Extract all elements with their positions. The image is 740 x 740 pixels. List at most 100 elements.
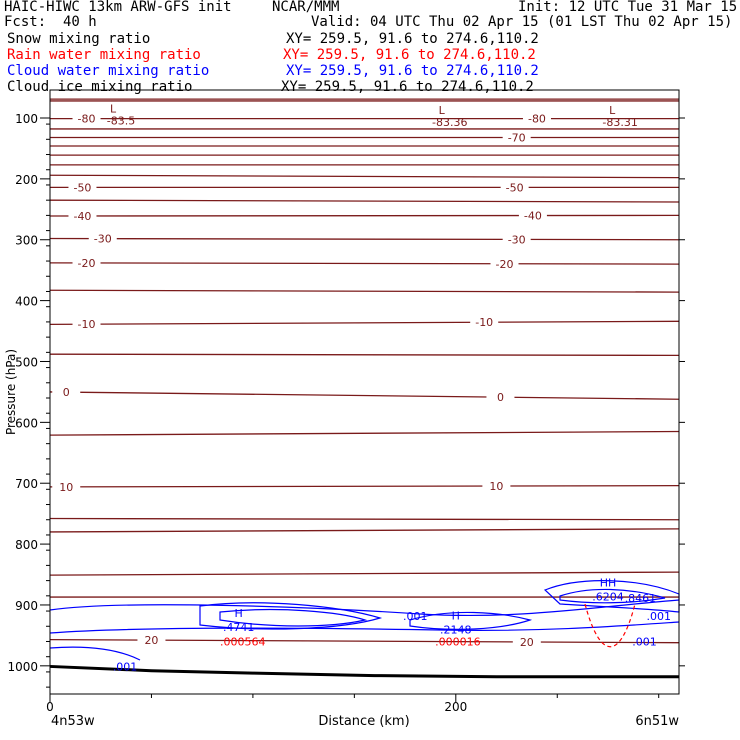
x-tick-label: 0 [46,700,54,714]
cloud-water-contour-label: .001 [113,660,138,673]
cloud-water-max-symbol: H [235,607,243,620]
y-tick-label: 1000 [7,660,38,674]
isotherm-label: -10 [475,316,493,329]
isotherm-label-bg [88,232,117,245]
isotherm-label: -80 [78,113,96,126]
isotherm-line [49,199,680,203]
isotherm-label: -20 [78,257,96,270]
isotherm-line [49,528,680,533]
low-symbol: L [609,104,616,117]
isotherm-label: 10 [489,480,503,493]
isotherm-label-bg [502,131,531,144]
right-endpoint-label: 6n51w [635,714,679,729]
cloud-water-contour-label: .001 [646,610,671,623]
y-tick-label: 400 [15,295,38,309]
cloud-water-contours [49,580,680,661]
low-value: -83.5 [107,115,135,128]
left-endpoint-label: 4n53w [51,714,95,729]
rain-water-max-value: .000564 [220,635,266,648]
cloud-water-max-value: .8461 [625,592,657,605]
valid-time: Valid: 04 UTC Thu 02 Apr 15 (01 LST Thu … [311,14,733,30]
isotherm-label-bg [500,181,529,194]
isotherm-label: -10 [78,318,96,331]
isotherm-label: 0 [497,391,504,404]
terrain-polyline [49,664,679,679]
cloud-water-contour [559,588,666,604]
isotherm-label-bg [522,112,551,125]
cloud-water-max-symbol: HH [600,577,617,590]
forecast-hour: 40 h [63,14,97,30]
cloud-water-contour [219,608,368,627]
field-xy-rain: XY= 259.5, 91.6 to 274.6,110.2 [283,47,536,63]
isotherm-label-bg [518,209,547,222]
isotherm-label: -50 [73,181,91,194]
terrain-line [49,664,679,679]
cloud-water-contour [49,599,680,617]
rain-water-max-value: .000016 [435,635,481,648]
cloud-water-max-value: .2148 [440,623,472,636]
isotherm-label: 0 [63,386,70,399]
cloud-water-contour-label: .001 [632,635,657,648]
field-name-rain: Rain water mixing ratio [7,47,201,63]
isotherm-label: -70 [508,131,526,144]
isotherm-label: -20 [496,258,514,271]
cloud-water-contour [199,602,383,630]
cloud-water-max-symbol: H [452,609,460,622]
init-time: Init: 12 UTC Tue 31 Mar 15 [518,0,738,15]
isotherm-line [49,353,680,357]
forecast-label: Fcst: [4,14,47,30]
y-tick-label: 200 [15,173,38,187]
y-tick-label: 900 [15,599,38,613]
isotherm-label: 20 [144,634,158,647]
isotherm-line [49,430,680,436]
isotherm-label: -50 [506,181,524,194]
isotherm-line [49,320,680,325]
isotherm-label-bg [502,233,531,246]
isotherm-label-bg [68,181,97,194]
cloud-water-contour [49,646,141,661]
y-tick-label: 600 [15,416,38,430]
isotherm-label-bg [486,391,515,404]
y-tick-label: 300 [15,234,38,248]
isotherm-line [49,517,680,521]
isotherm-label: -40 [524,210,542,223]
low-symbol: L [439,104,446,117]
cloud-water-max-value: .6204 [592,591,624,604]
isotherm-line [49,391,680,400]
isotherm-line [49,289,680,293]
isotherm-label: 10 [59,481,73,494]
field-xy-snow: XY= 259.5, 91.6 to 274.6,110.2 [286,31,539,47]
isotherm-label-bg [470,316,499,329]
isotherm-label-bg [52,480,81,493]
x-axis-label: Distance (km) [318,714,409,729]
y-tick-label: 800 [15,538,38,552]
isotherm-label-bg [482,480,511,493]
cloud-water-contour-label: .001 [403,610,428,623]
isotherm-label-bg [512,635,541,648]
isotherm-label-bg [72,318,101,331]
field-name-snow: Snow mixing ratio [7,31,151,47]
low-value: -83.31 [602,116,637,129]
cloud-water-contour [49,621,680,634]
field-name-cloud-water: Cloud water mixing ratio [7,63,210,79]
field-xy-cloud-water: XY= 259.5, 91.6 to 274.6,110.2 [286,63,539,79]
isotherm-line [49,485,680,488]
org-label: NCAR/MMM [272,0,340,15]
isotherm-label: -40 [73,210,91,223]
cloud-water-max-value: .4741 [223,621,255,634]
isotherm-label-bg [137,634,166,647]
rain-water-contours [584,603,636,648]
isotherm-label: -30 [94,233,112,246]
x-tick-label: 200 [444,700,467,714]
isotherm-line [49,214,680,217]
isotherm-label: -30 [508,233,526,246]
isotherm-label: 20 [520,636,534,649]
isotherm-label-bg [72,256,101,269]
model-title: HAIC-HIWC 13km ARW-GFS init [4,0,232,15]
isotherm-label: -80 [528,113,546,126]
isotherm-label-bg [68,209,97,222]
temperature-contours [49,98,680,644]
contour-labels: -80 -80-70-50 -50-40 -40-30 -30-20 -20-10 -100… [52,103,671,673]
